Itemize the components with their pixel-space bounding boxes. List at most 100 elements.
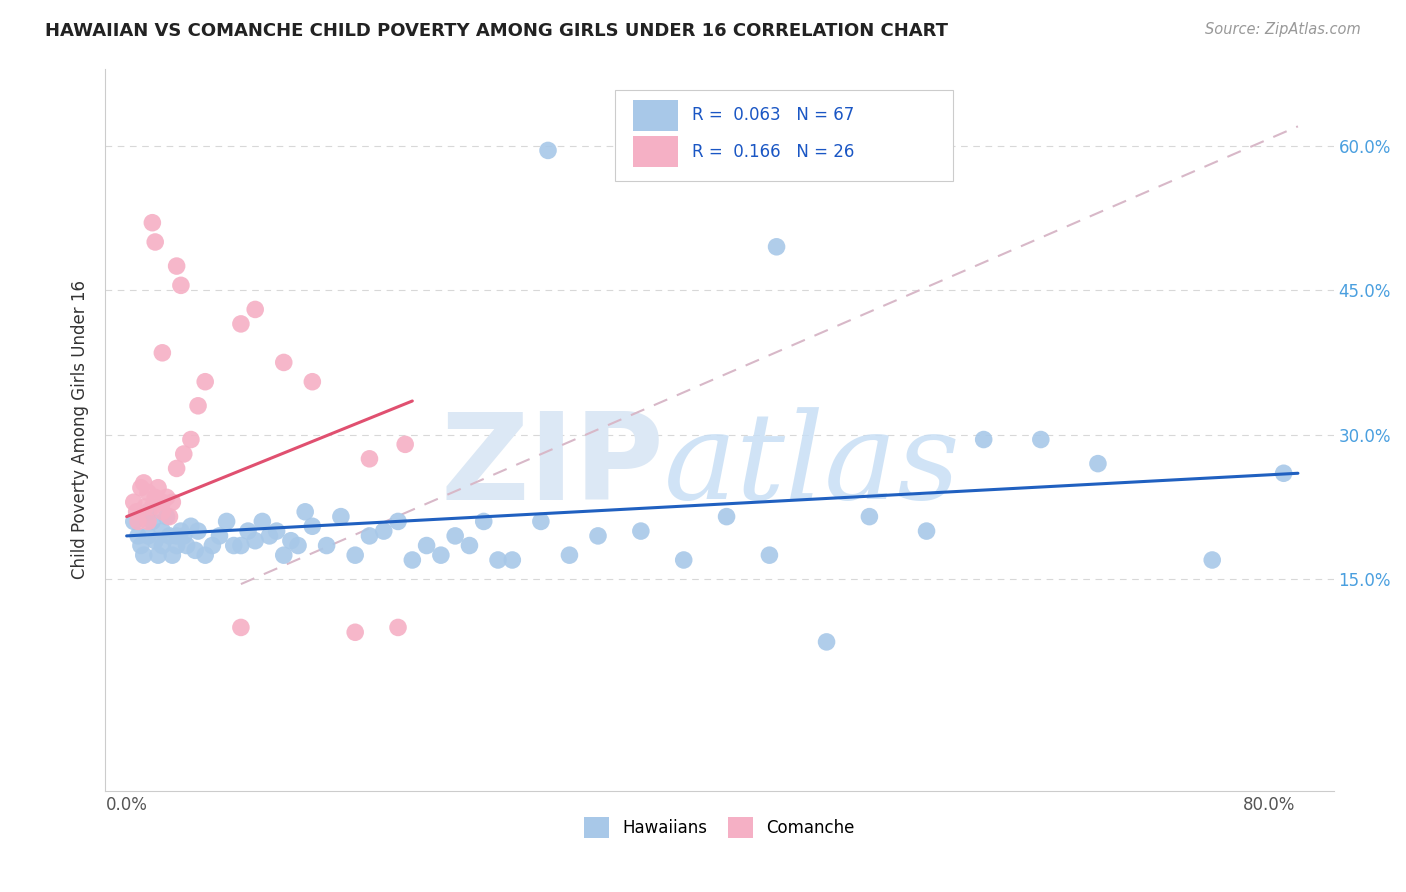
Point <box>815 635 838 649</box>
Point <box>430 548 453 562</box>
Point <box>472 515 495 529</box>
Point <box>280 533 302 548</box>
Point <box>122 515 145 529</box>
Point <box>301 519 323 533</box>
Point <box>458 539 481 553</box>
Text: R =  0.166   N = 26: R = 0.166 N = 26 <box>692 143 855 161</box>
Point <box>537 144 560 158</box>
Point <box>359 529 381 543</box>
Point <box>373 524 395 538</box>
Point <box>486 553 509 567</box>
Point <box>444 529 467 543</box>
Point <box>150 524 173 538</box>
FancyBboxPatch shape <box>634 136 678 167</box>
Point <box>127 529 149 543</box>
Point <box>245 302 267 317</box>
Point <box>252 515 274 529</box>
Point <box>973 433 995 447</box>
Point <box>394 437 416 451</box>
Y-axis label: Child Poverty Among Girls Under 16: Child Poverty Among Girls Under 16 <box>72 280 89 580</box>
Point <box>229 317 252 331</box>
Point <box>129 539 152 553</box>
Point <box>222 539 245 553</box>
Point <box>387 515 409 529</box>
FancyBboxPatch shape <box>634 100 678 130</box>
Point <box>672 553 695 567</box>
Legend: Hawaiians, Comanche: Hawaiians, Comanche <box>578 811 860 845</box>
Point <box>132 475 155 490</box>
Point <box>141 216 163 230</box>
Point <box>143 235 166 249</box>
Point <box>215 515 238 529</box>
Point <box>586 529 609 543</box>
Point <box>558 548 581 562</box>
Point <box>315 539 337 553</box>
Point <box>201 539 224 553</box>
Point <box>187 524 209 538</box>
Point <box>273 548 295 562</box>
Point <box>166 461 188 475</box>
Text: HAWAIIAN VS COMANCHE CHILD POVERTY AMONG GIRLS UNDER 16 CORRELATION CHART: HAWAIIAN VS COMANCHE CHILD POVERTY AMONG… <box>45 22 948 40</box>
Point <box>387 620 409 634</box>
Point <box>170 278 193 293</box>
Point <box>146 548 169 562</box>
Point <box>127 515 149 529</box>
Point <box>415 539 437 553</box>
Point <box>184 543 207 558</box>
Point <box>273 355 295 369</box>
Point <box>162 548 184 562</box>
Point <box>159 529 181 543</box>
Point <box>858 509 880 524</box>
Point <box>1087 457 1109 471</box>
Point <box>146 481 169 495</box>
Point <box>229 620 252 634</box>
Point <box>136 529 159 543</box>
Point <box>294 505 316 519</box>
Point <box>176 539 198 553</box>
Point <box>136 515 159 529</box>
Point <box>129 481 152 495</box>
Point <box>245 533 267 548</box>
Point <box>401 553 423 567</box>
Point <box>156 491 179 505</box>
Point <box>758 548 780 562</box>
Point <box>765 240 787 254</box>
Point <box>159 509 181 524</box>
Point <box>150 505 173 519</box>
Point <box>150 495 173 509</box>
Point <box>236 524 259 538</box>
Point <box>344 625 367 640</box>
Point <box>208 529 231 543</box>
Point <box>141 500 163 514</box>
Point <box>301 375 323 389</box>
Point <box>501 553 523 567</box>
Point <box>125 505 148 519</box>
Point <box>1201 553 1223 567</box>
Point <box>156 509 179 524</box>
Point <box>136 505 159 519</box>
Text: atlas: atlas <box>664 408 960 524</box>
Point <box>187 399 209 413</box>
Point <box>266 524 288 538</box>
Point <box>530 515 553 529</box>
FancyBboxPatch shape <box>614 90 953 180</box>
Point <box>1272 467 1295 481</box>
Point <box>166 259 188 273</box>
Point <box>287 539 309 553</box>
Point <box>150 346 173 360</box>
Point <box>344 548 367 562</box>
Point <box>180 519 202 533</box>
Point <box>166 539 188 553</box>
Point <box>173 529 195 543</box>
Point <box>194 548 217 562</box>
Point <box>630 524 652 538</box>
Point <box>173 447 195 461</box>
Point <box>134 500 156 514</box>
Text: ZIP: ZIP <box>440 408 664 524</box>
Point <box>180 433 202 447</box>
Point <box>143 491 166 505</box>
Point <box>166 529 188 543</box>
Point <box>143 533 166 548</box>
Point <box>329 509 352 524</box>
Point <box>132 548 155 562</box>
